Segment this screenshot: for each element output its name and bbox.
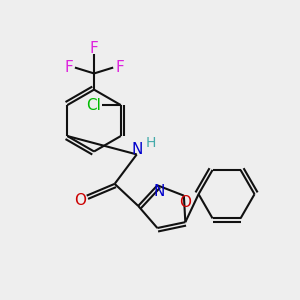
Text: F: F xyxy=(115,60,124,75)
Text: F: F xyxy=(64,60,73,75)
Text: F: F xyxy=(90,41,98,56)
Text: O: O xyxy=(179,195,191,210)
Text: Cl: Cl xyxy=(86,98,101,112)
Text: N: N xyxy=(131,142,142,157)
Text: O: O xyxy=(74,193,86,208)
Text: H: H xyxy=(146,136,156,150)
Text: N: N xyxy=(153,184,164,199)
